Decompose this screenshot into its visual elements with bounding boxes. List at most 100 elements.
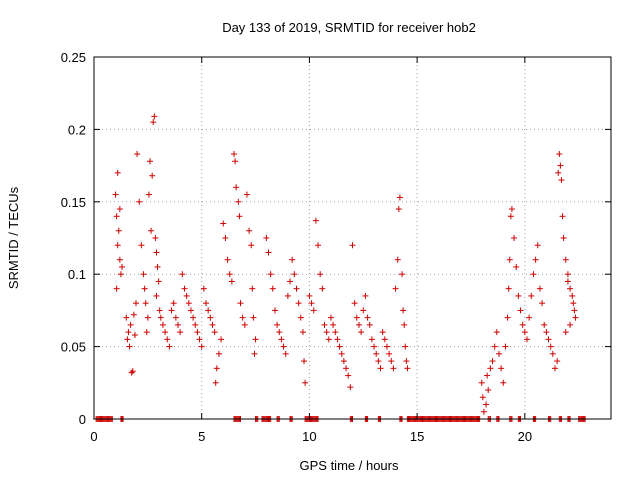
data-point: [366, 321, 373, 328]
data-point: [289, 256, 296, 263]
data-point: [241, 321, 248, 328]
data-point: [215, 350, 222, 357]
data-point: [507, 213, 514, 220]
data-point: [511, 235, 518, 241]
data-point: [249, 285, 256, 292]
data-point: [130, 311, 137, 318]
data-point: [530, 271, 537, 278]
data-point: [377, 365, 384, 372]
data-point: [154, 263, 161, 270]
data-point: [358, 329, 365, 336]
data-point: [152, 235, 159, 241]
data-point: [543, 329, 550, 336]
data-point: [297, 314, 304, 321]
data-point: [209, 321, 216, 328]
data-point: [134, 151, 141, 158]
data-point: [131, 332, 138, 339]
data-point: [153, 249, 160, 256]
data-point: [115, 227, 122, 234]
data-point: [116, 206, 123, 213]
data-point: [375, 358, 382, 365]
data-point: [368, 336, 375, 343]
data-point: [345, 372, 352, 379]
data-point: [142, 300, 149, 307]
data-point: [325, 336, 332, 343]
data-point: [547, 343, 554, 350]
data-point: [506, 256, 513, 263]
data-point: [373, 350, 380, 357]
data-point: [551, 365, 558, 372]
data-point: [181, 285, 188, 292]
data-point: [558, 177, 565, 184]
data-point: [237, 300, 244, 307]
data-point: [271, 307, 278, 314]
data-point: [502, 343, 509, 350]
data-point: [479, 394, 486, 401]
data-point: [218, 336, 225, 343]
data-point: [287, 278, 294, 285]
data-point: [355, 321, 362, 328]
data-point: [562, 256, 569, 263]
data-point: [228, 278, 235, 285]
data-point: [555, 169, 562, 176]
data-point: [211, 329, 218, 336]
data-point: [150, 119, 157, 126]
data-point: [175, 321, 182, 328]
data-point: [396, 194, 403, 201]
data-point: [293, 285, 300, 292]
y-tick-label: 0.25: [61, 50, 86, 65]
data-point: [515, 292, 522, 299]
data-point: [567, 321, 574, 328]
data-point: [113, 213, 120, 220]
data-point: [117, 271, 124, 278]
data-point: [187, 307, 194, 314]
data-point: [386, 350, 393, 357]
data-point: [177, 329, 184, 336]
y-axis-label: SRMTID / TECUs: [6, 186, 21, 289]
data-point: [205, 307, 212, 314]
data-point: [232, 158, 239, 165]
data-point: [343, 365, 350, 372]
data-point: [347, 384, 354, 391]
data-point: [291, 271, 298, 278]
data-point: [560, 235, 567, 241]
x-axis-label: GPS time / hours: [300, 458, 399, 473]
data-point: [536, 285, 543, 292]
data-point: [562, 329, 569, 336]
data-point: [338, 350, 345, 357]
data-point: [233, 184, 240, 191]
data-point: [172, 314, 179, 321]
data-point: [545, 336, 552, 343]
data-point: [495, 350, 502, 357]
plot-frame: [93, 56, 612, 420]
data-point: [155, 278, 162, 285]
data-point: [149, 172, 156, 179]
data-point: [113, 285, 120, 292]
data-point: [162, 329, 169, 336]
data-point: [403, 358, 410, 365]
data-point: [526, 314, 533, 321]
data-point: [301, 358, 308, 365]
x-tick-label: 5: [198, 429, 205, 444]
data-point: [557, 162, 564, 169]
data-point: [128, 369, 135, 376]
data-point: [480, 408, 487, 415]
data-point: [243, 191, 250, 198]
data-point: [315, 242, 322, 249]
data-point: [539, 300, 546, 307]
data-point: [491, 343, 498, 350]
y-tick-label: 0.05: [61, 340, 86, 355]
data-point: [269, 285, 276, 292]
data-point: [212, 379, 219, 386]
data-point: [148, 227, 155, 234]
chart-title: Day 133 of 2019, SRMTID for receiver hob…: [222, 20, 476, 35]
data-point: [124, 336, 131, 343]
data-point: [302, 379, 309, 386]
data-point: [116, 256, 123, 263]
data-point: [231, 151, 238, 158]
data-point: [483, 401, 490, 408]
data-point: [402, 343, 409, 350]
data-point: [183, 292, 190, 299]
x-tick-label: 20: [518, 429, 532, 444]
data-point: [140, 271, 147, 278]
